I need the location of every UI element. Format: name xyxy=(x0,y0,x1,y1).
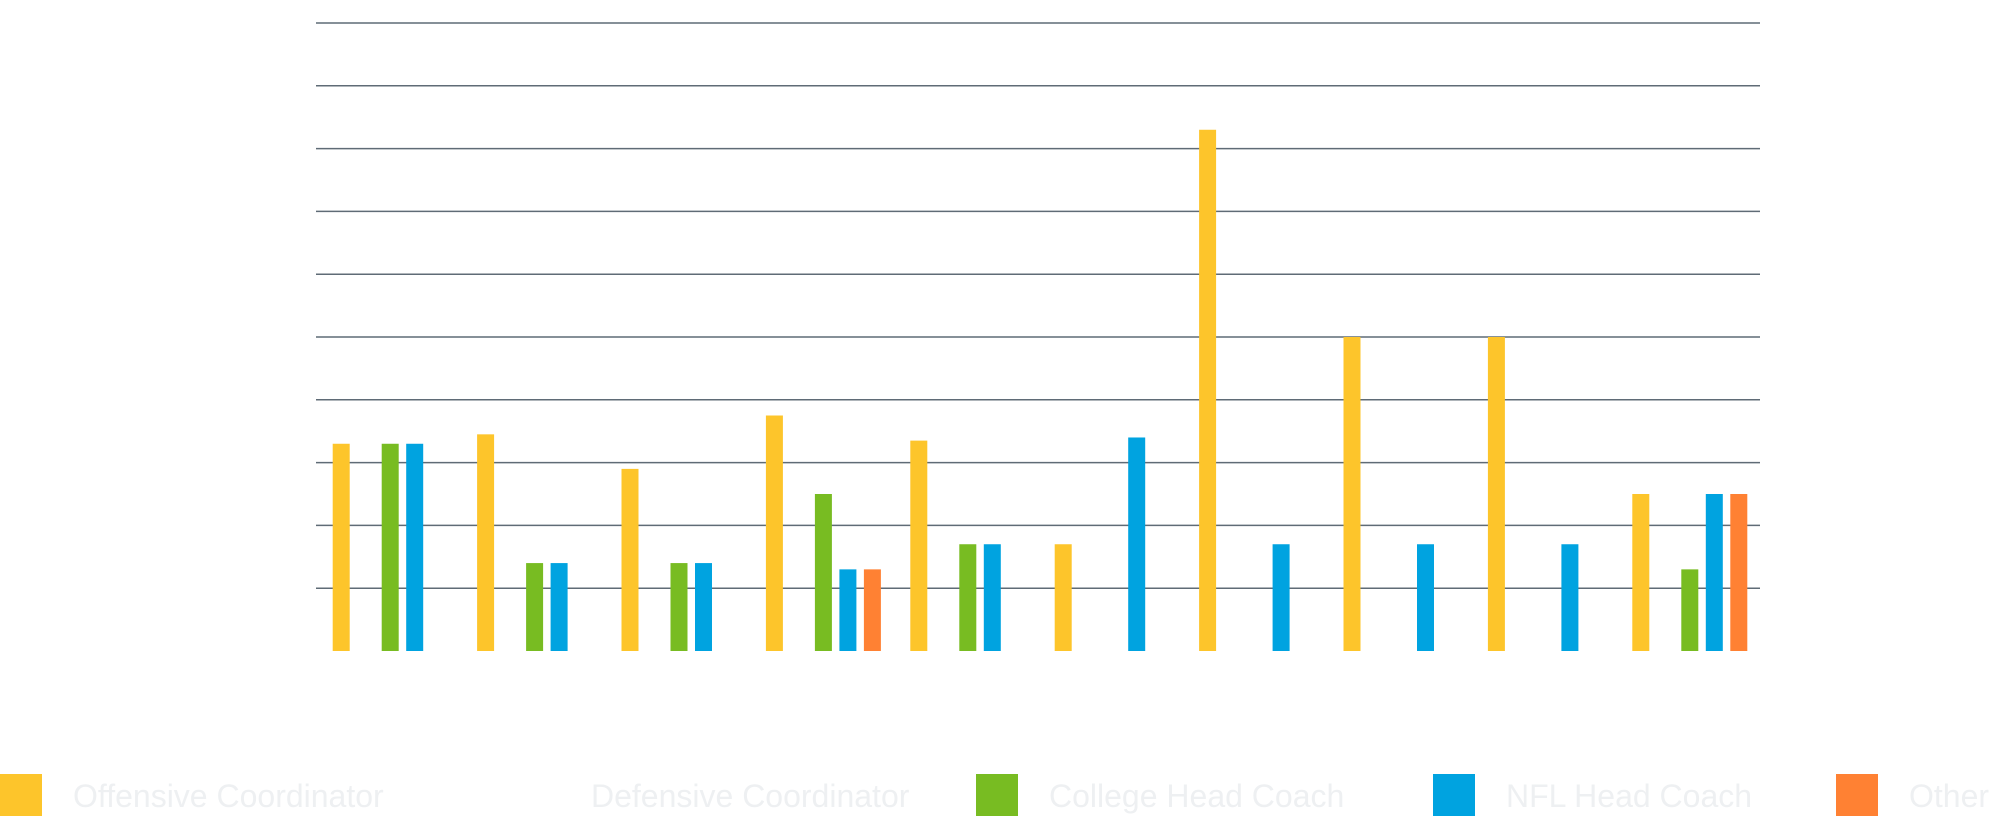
bar xyxy=(1128,437,1146,651)
gridlines xyxy=(316,22,1760,589)
bar xyxy=(381,443,399,651)
bar xyxy=(526,563,544,651)
bar xyxy=(863,569,881,651)
bar xyxy=(1730,494,1748,651)
bar xyxy=(695,563,712,651)
bar xyxy=(1705,494,1723,651)
bar xyxy=(1199,129,1217,651)
bar xyxy=(406,443,424,651)
bar xyxy=(1417,544,1434,651)
legend: Offensive Coordinator Defensive Coordinat… xyxy=(0,774,1989,816)
bar xyxy=(959,544,977,651)
bar xyxy=(621,468,639,651)
bar xyxy=(332,443,350,651)
legend-label: Offensive Coordinator xyxy=(73,778,384,814)
legend-swatch xyxy=(1433,774,1475,816)
bar xyxy=(814,494,832,651)
bar xyxy=(839,569,857,651)
bar xyxy=(1272,544,1290,651)
legend-label: College Head Coach xyxy=(1049,778,1344,814)
bar xyxy=(550,563,568,651)
legend-label: Other xyxy=(1909,778,1989,814)
bar xyxy=(670,563,688,651)
bar xyxy=(910,440,928,651)
bars xyxy=(332,129,1748,651)
bar xyxy=(765,415,783,651)
bar xyxy=(1681,569,1699,651)
legend-swatch xyxy=(1836,774,1878,816)
bar xyxy=(477,434,495,651)
bar xyxy=(983,544,1001,651)
bar xyxy=(1632,494,1650,651)
bar xyxy=(1343,337,1361,651)
bar xyxy=(1054,544,1072,651)
legend-label: Defensive Coordinator xyxy=(591,778,910,814)
bar xyxy=(1561,544,1579,651)
bar xyxy=(1487,337,1505,651)
legend-swatch xyxy=(518,774,560,816)
legend-label: NFL Head Coach xyxy=(1506,778,1752,814)
legend-swatch xyxy=(976,774,1018,816)
legend-swatch xyxy=(0,774,42,816)
